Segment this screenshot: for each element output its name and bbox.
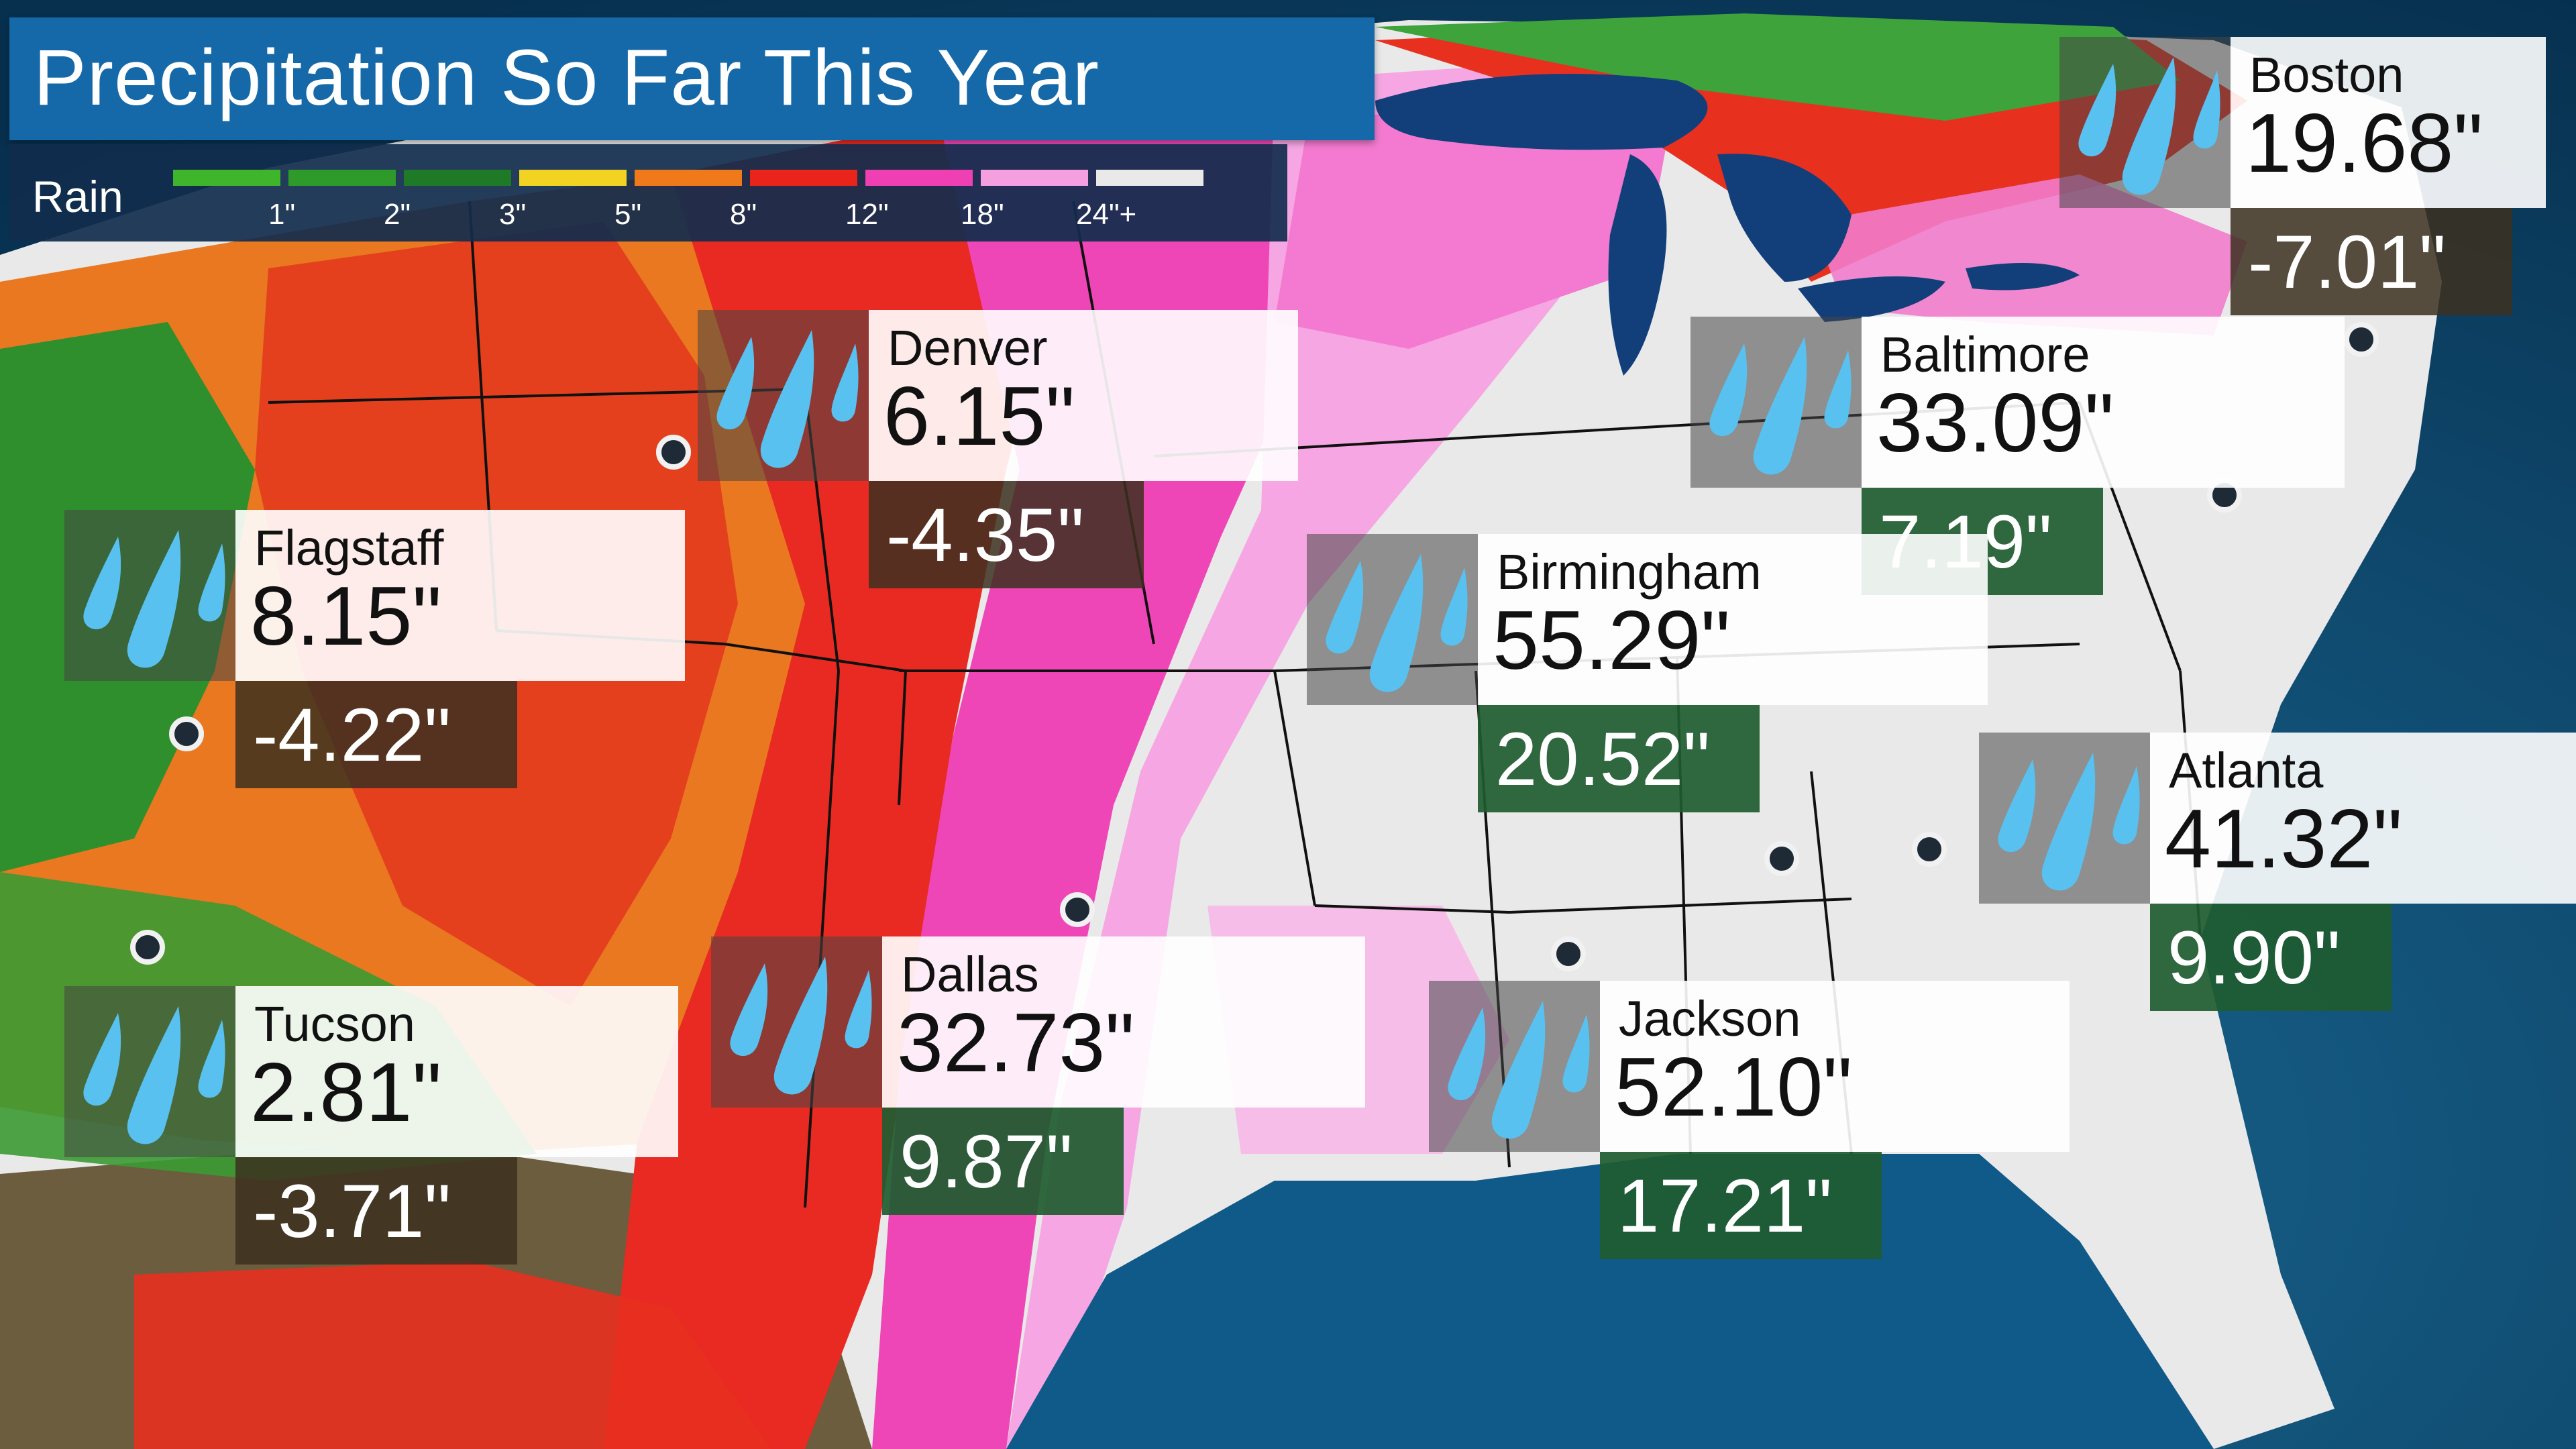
departure-value: 9.90" <box>2167 916 2341 1000</box>
legend-swatch <box>1096 170 1203 186</box>
city-name: Denver <box>888 320 1048 376</box>
city-label: Jackson 52.10" <box>1600 981 2070 1152</box>
lake-michigan <box>1608 154 1667 376</box>
city-label: Boston 19.68" <box>2231 37 2546 208</box>
city-name: Boston <box>2249 47 2404 103</box>
city-dot-icon <box>130 930 165 965</box>
city-dot-icon <box>656 435 691 470</box>
legend-tick: 3" <box>499 198 527 231</box>
rain-drops-icon <box>1979 733 2150 904</box>
city-total: 19.68" <box>2245 97 2483 190</box>
legend-swatch <box>981 170 1088 186</box>
city-departure: 9.90" <box>2150 904 2392 1011</box>
rain-drops-icon <box>64 986 235 1157</box>
rain-drops-icon <box>1429 981 1600 1152</box>
city-dot-icon <box>2344 322 2379 357</box>
legend-tick: 2" <box>384 198 411 231</box>
city-name: Baltimore <box>1880 327 2090 382</box>
departure-value: -4.22" <box>253 693 451 777</box>
legend-swatch <box>404 170 511 186</box>
lake-erie <box>1798 276 1945 322</box>
city-total: 32.73" <box>897 997 1135 1089</box>
rain-drops-icon <box>1307 534 1478 705</box>
city-departure: -3.71" <box>235 1157 517 1265</box>
city-label: Tucson 2.81" <box>235 986 678 1157</box>
departure-value: -7.01" <box>2248 220 2447 304</box>
legend-swatch <box>865 170 973 186</box>
lake-superior <box>1375 74 1708 150</box>
rain-drops-icon <box>64 510 235 681</box>
city-departure: -4.35" <box>869 481 1144 588</box>
city-label: Dallas 32.73" <box>882 936 1365 1108</box>
city-total: 55.29" <box>1493 594 1731 687</box>
city-label: Flagstaff 8.15" <box>235 510 685 681</box>
rain-drops-icon <box>2059 37 2231 208</box>
legend-swatch <box>288 170 396 186</box>
city-departure: -4.22" <box>235 681 517 788</box>
precip-northeast-green <box>1375 13 2180 121</box>
legend-tick: 1" <box>268 198 296 231</box>
city-name: Birmingham <box>1497 544 1762 600</box>
legend-tick: 24"+ <box>1076 198 1137 231</box>
page-title: Precipitation So Far This Year <box>34 34 1099 122</box>
city-departure: 17.21" <box>1600 1152 1882 1259</box>
departure-value: 20.52" <box>1495 717 1711 801</box>
legend-tick: 5" <box>614 198 642 231</box>
legend-tick: 8" <box>730 198 757 231</box>
city-total: 8.15" <box>250 570 442 663</box>
lake-huron <box>1717 154 1851 282</box>
city-name: Dallas <box>901 947 1039 1002</box>
rain-drops-icon <box>1690 317 1862 488</box>
city-total: 52.10" <box>1615 1041 1853 1134</box>
legend-tick: 18" <box>961 198 1004 231</box>
title-box: Precipitation So Far This Year <box>9 17 1375 140</box>
legend-label: Rain <box>32 172 123 221</box>
lake-ontario <box>1966 263 2080 290</box>
departure-value: 9.87" <box>900 1120 1073 1203</box>
city-departure: -7.01" <box>2231 208 2512 315</box>
legend-swatch <box>519 170 627 186</box>
city-label: Baltimore 33.09" <box>1862 317 2345 488</box>
precip-pink <box>1006 60 1610 1449</box>
legend-tick: 12" <box>845 198 889 231</box>
city-label: Denver 6.15" <box>869 310 1298 481</box>
departure-value: -3.71" <box>253 1169 451 1253</box>
city-dot-icon <box>1060 892 1095 927</box>
city-dot-icon <box>169 716 204 751</box>
gulf-coast <box>1006 1154 2214 1449</box>
rain-drops-icon <box>711 936 882 1108</box>
city-name: Flagstaff <box>254 520 444 576</box>
precip-mexico <box>134 1261 771 1449</box>
legend-swatch <box>750 170 857 186</box>
city-dot-icon <box>1551 936 1586 971</box>
city-total: 33.09" <box>1876 377 2114 470</box>
city-name: Tucson <box>254 996 415 1052</box>
city-dot-icon <box>1912 832 1947 867</box>
city-departure: 9.87" <box>882 1108 1124 1215</box>
departure-value: 17.21" <box>1617 1164 1833 1248</box>
city-departure: 20.52" <box>1478 705 1760 812</box>
precip-midwest <box>1275 87 1677 349</box>
legend-swatch <box>635 170 742 186</box>
city-name: Jackson <box>1619 991 1801 1046</box>
city-dot-icon <box>1764 841 1799 876</box>
city-total: 6.15" <box>883 370 1075 463</box>
city-name: Atlanta <box>2169 743 2324 798</box>
city-label: Atlanta 41.32" <box>2150 733 2576 904</box>
legend: Rain 1" 2" 3" 5" 8" 12" 18" 24"+ <box>9 144 1287 241</box>
city-label: Birmingham 55.29" <box>1478 534 1988 705</box>
rain-drops-icon <box>698 310 869 481</box>
departure-value: -4.35" <box>886 493 1085 577</box>
city-total: 2.81" <box>250 1046 442 1139</box>
legend-swatch <box>173 170 280 186</box>
city-total: 41.32" <box>2165 793 2403 885</box>
